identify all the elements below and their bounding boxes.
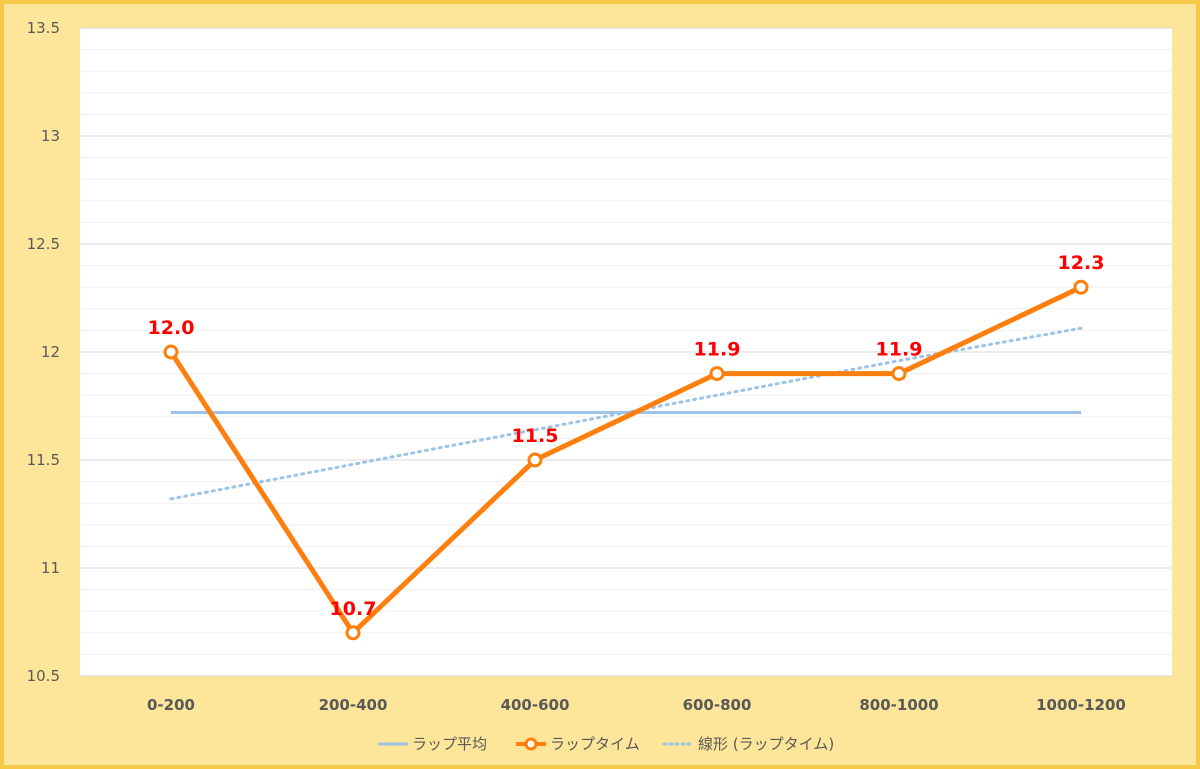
data-label: 10.7 [330, 598, 377, 620]
y-tick-label: 12.5 [27, 235, 60, 253]
x-tick-label: 200-400 [319, 696, 388, 714]
y-tick-label: 13 [41, 127, 60, 145]
x-tick-label: 1000-1200 [1036, 696, 1126, 714]
lap-time-point [1073, 279, 1089, 295]
series-lap-time-line [168, 284, 1083, 636]
legend-label: ラップタイム [550, 735, 640, 753]
x-axis: 0-200 200-400 400-600 600-800 800-1000 1000-1… [147, 696, 1126, 714]
lap-time-point [163, 344, 179, 360]
legend-label: ラップ平均 [412, 735, 487, 753]
y-tick-label: 11 [41, 559, 60, 577]
lap-time-point [345, 625, 361, 641]
x-tick-label: 800-1000 [859, 696, 938, 714]
data-label: 11.5 [512, 425, 559, 447]
series-trendline [169, 326, 1083, 501]
legend-label: 線形 (ラップタイム) [698, 735, 834, 753]
gridlines [80, 27, 1172, 677]
lap-time-point [891, 366, 907, 382]
legend: ラップ平均 ラップタイム 線形 (ラップタイム) [378, 735, 834, 753]
y-tick-label: 11.5 [27, 451, 60, 469]
line-chart: 10.5 11 11.5 12 12.5 13 13.5 0-200 200-400 400-6… [27, 19, 1172, 753]
y-tick-label: 12 [41, 343, 60, 361]
series-layer [163, 279, 1089, 641]
y-tick-label: 13.5 [27, 19, 60, 37]
lap-time-point [709, 366, 725, 382]
data-label: 12.3 [1058, 252, 1105, 274]
data-label: 12.0 [148, 317, 195, 339]
data-label: 11.9 [876, 339, 923, 361]
data-label: 11.9 [694, 339, 741, 361]
data-labels: 12.0 10.7 11.5 11.9 11.9 12.3 [148, 252, 1105, 620]
y-tick-label: 10.5 [27, 667, 60, 685]
x-tick-label: 600-800 [683, 696, 752, 714]
x-tick-label: 0-200 [147, 696, 195, 714]
legend-lap-time-marker [524, 737, 538, 751]
lap-time-point [527, 452, 543, 468]
x-tick-label: 400-600 [501, 696, 570, 714]
y-axis: 10.5 11 11.5 12 12.5 13 13.5 [27, 19, 60, 685]
